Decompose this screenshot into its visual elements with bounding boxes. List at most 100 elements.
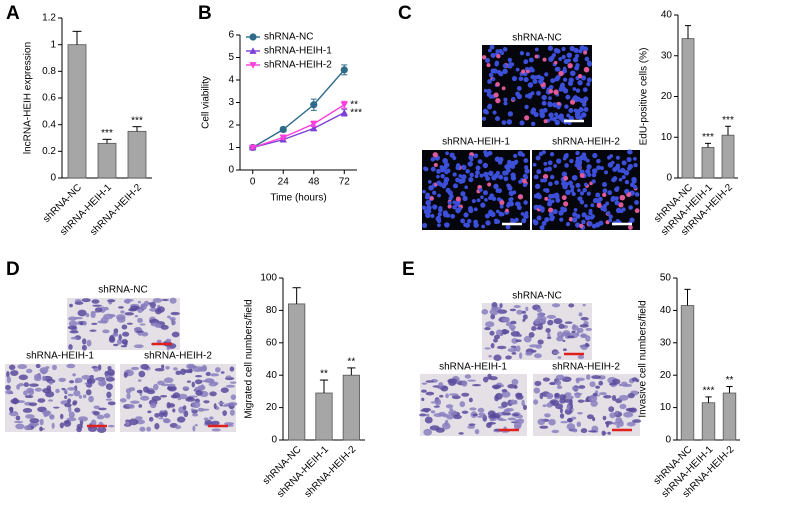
cell (177, 397, 182, 401)
cell (525, 351, 533, 356)
cell (495, 82, 500, 87)
cell (606, 211, 611, 216)
y-tick-label: 1 (50, 39, 56, 50)
micrograph (419, 373, 528, 436)
cell (125, 298, 131, 304)
cell (590, 400, 598, 407)
cell (634, 200, 639, 205)
cell (448, 393, 459, 396)
cell (541, 221, 547, 226)
cell (563, 153, 569, 159)
cell (621, 175, 626, 180)
cell (496, 53, 501, 59)
cell (502, 63, 508, 69)
cell (575, 377, 585, 382)
cell (548, 181, 553, 187)
cell (467, 161, 473, 167)
cell (468, 397, 473, 403)
cell (493, 385, 500, 390)
cell (427, 180, 432, 184)
cell (540, 206, 545, 212)
cell (574, 65, 580, 71)
cell (593, 197, 599, 203)
cell (626, 156, 632, 163)
cell (535, 155, 541, 161)
cell (482, 414, 487, 422)
cell (486, 88, 492, 94)
cell (534, 47, 539, 52)
cell (85, 389, 92, 396)
cell (487, 182, 492, 187)
y-tick-label: 40 (661, 10, 673, 21)
cell (74, 407, 81, 413)
cell (522, 314, 528, 320)
marker (340, 101, 348, 109)
cell (476, 415, 485, 418)
cell (517, 194, 524, 200)
cell (493, 183, 499, 190)
cell (497, 309, 508, 314)
cell (580, 333, 586, 338)
marker (279, 134, 287, 141)
cell (513, 385, 518, 389)
cell (169, 317, 176, 322)
cell (113, 328, 119, 334)
cell (435, 398, 442, 406)
cell (128, 418, 139, 426)
cell (150, 322, 161, 327)
cell (55, 388, 60, 394)
cell (609, 154, 614, 158)
cell (499, 303, 503, 309)
cell (558, 210, 564, 216)
cell (581, 102, 587, 107)
cell (581, 212, 587, 218)
cell (581, 75, 587, 81)
cell (176, 416, 186, 423)
cell (579, 45, 586, 51)
cell (577, 412, 583, 415)
cell (422, 189, 426, 194)
cell (573, 208, 578, 212)
cell (608, 214, 613, 219)
cell (192, 425, 196, 432)
cell (534, 75, 538, 80)
cell (539, 76, 545, 81)
cell (618, 394, 629, 401)
error-bar (132, 126, 142, 132)
cell (135, 330, 144, 333)
cell (542, 404, 547, 407)
cell (432, 204, 438, 210)
cell (546, 314, 557, 319)
cell (633, 162, 638, 168)
y-tick-label: 30 (660, 337, 672, 348)
cell (489, 330, 495, 336)
cell (512, 413, 520, 417)
cell (161, 298, 170, 302)
cell (103, 413, 111, 419)
cell (546, 201, 553, 207)
cell (559, 84, 565, 90)
cell (450, 213, 456, 219)
cell (197, 407, 205, 412)
cell (544, 196, 549, 201)
cell (570, 188, 575, 193)
cell (585, 168, 591, 174)
cell (558, 323, 565, 329)
bar (127, 130, 147, 179)
cell (51, 364, 58, 371)
cell (484, 347, 491, 350)
cell (505, 167, 511, 173)
cell (525, 94, 529, 98)
cell (495, 329, 503, 337)
cell (576, 421, 582, 428)
cell (441, 422, 451, 430)
cell (484, 198, 488, 202)
cell (624, 189, 629, 194)
cell (532, 162, 537, 167)
cell (505, 208, 509, 213)
cell (511, 352, 517, 355)
cell (425, 380, 434, 383)
cell (537, 418, 546, 426)
cell (497, 160, 503, 165)
cell (547, 198, 552, 203)
